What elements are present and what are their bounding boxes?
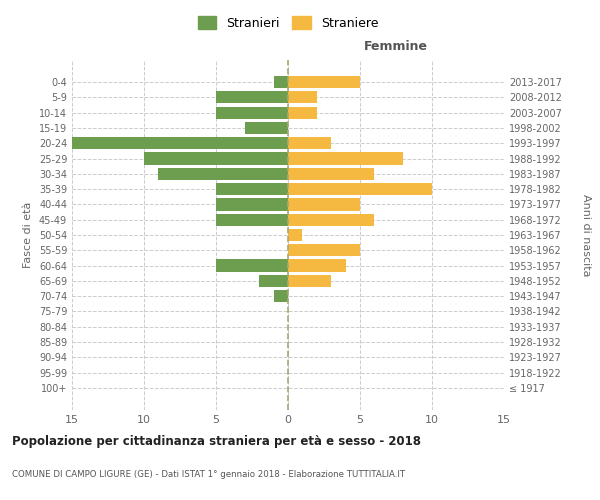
Y-axis label: Anni di nascita: Anni di nascita <box>581 194 591 276</box>
Text: Popolazione per cittadinanza straniera per età e sesso - 2018: Popolazione per cittadinanza straniera p… <box>12 435 421 448</box>
Bar <box>144 152 288 164</box>
Bar <box>288 198 360 210</box>
Bar <box>72 137 288 149</box>
Bar <box>288 106 317 118</box>
Bar <box>288 137 331 149</box>
Bar <box>288 168 374 180</box>
Bar <box>216 260 288 272</box>
Bar <box>288 76 360 88</box>
Bar <box>274 76 288 88</box>
Legend: Stranieri, Straniere: Stranieri, Straniere <box>193 11 383 35</box>
Bar <box>288 229 302 241</box>
Bar <box>288 152 403 164</box>
Bar <box>216 183 288 195</box>
Text: Femmine: Femmine <box>364 40 428 53</box>
Bar <box>288 275 331 287</box>
Bar <box>158 168 288 180</box>
Bar <box>288 214 374 226</box>
Bar <box>216 198 288 210</box>
Bar <box>245 122 288 134</box>
Bar <box>274 290 288 302</box>
Y-axis label: Fasce di età: Fasce di età <box>23 202 33 268</box>
Bar <box>216 106 288 118</box>
Bar <box>216 214 288 226</box>
Bar <box>288 91 317 104</box>
Bar <box>216 91 288 104</box>
Bar <box>288 183 432 195</box>
Text: COMUNE DI CAMPO LIGURE (GE) - Dati ISTAT 1° gennaio 2018 - Elaborazione TUTTITAL: COMUNE DI CAMPO LIGURE (GE) - Dati ISTAT… <box>12 470 405 479</box>
Bar <box>288 260 346 272</box>
Bar <box>288 244 360 256</box>
Bar <box>259 275 288 287</box>
